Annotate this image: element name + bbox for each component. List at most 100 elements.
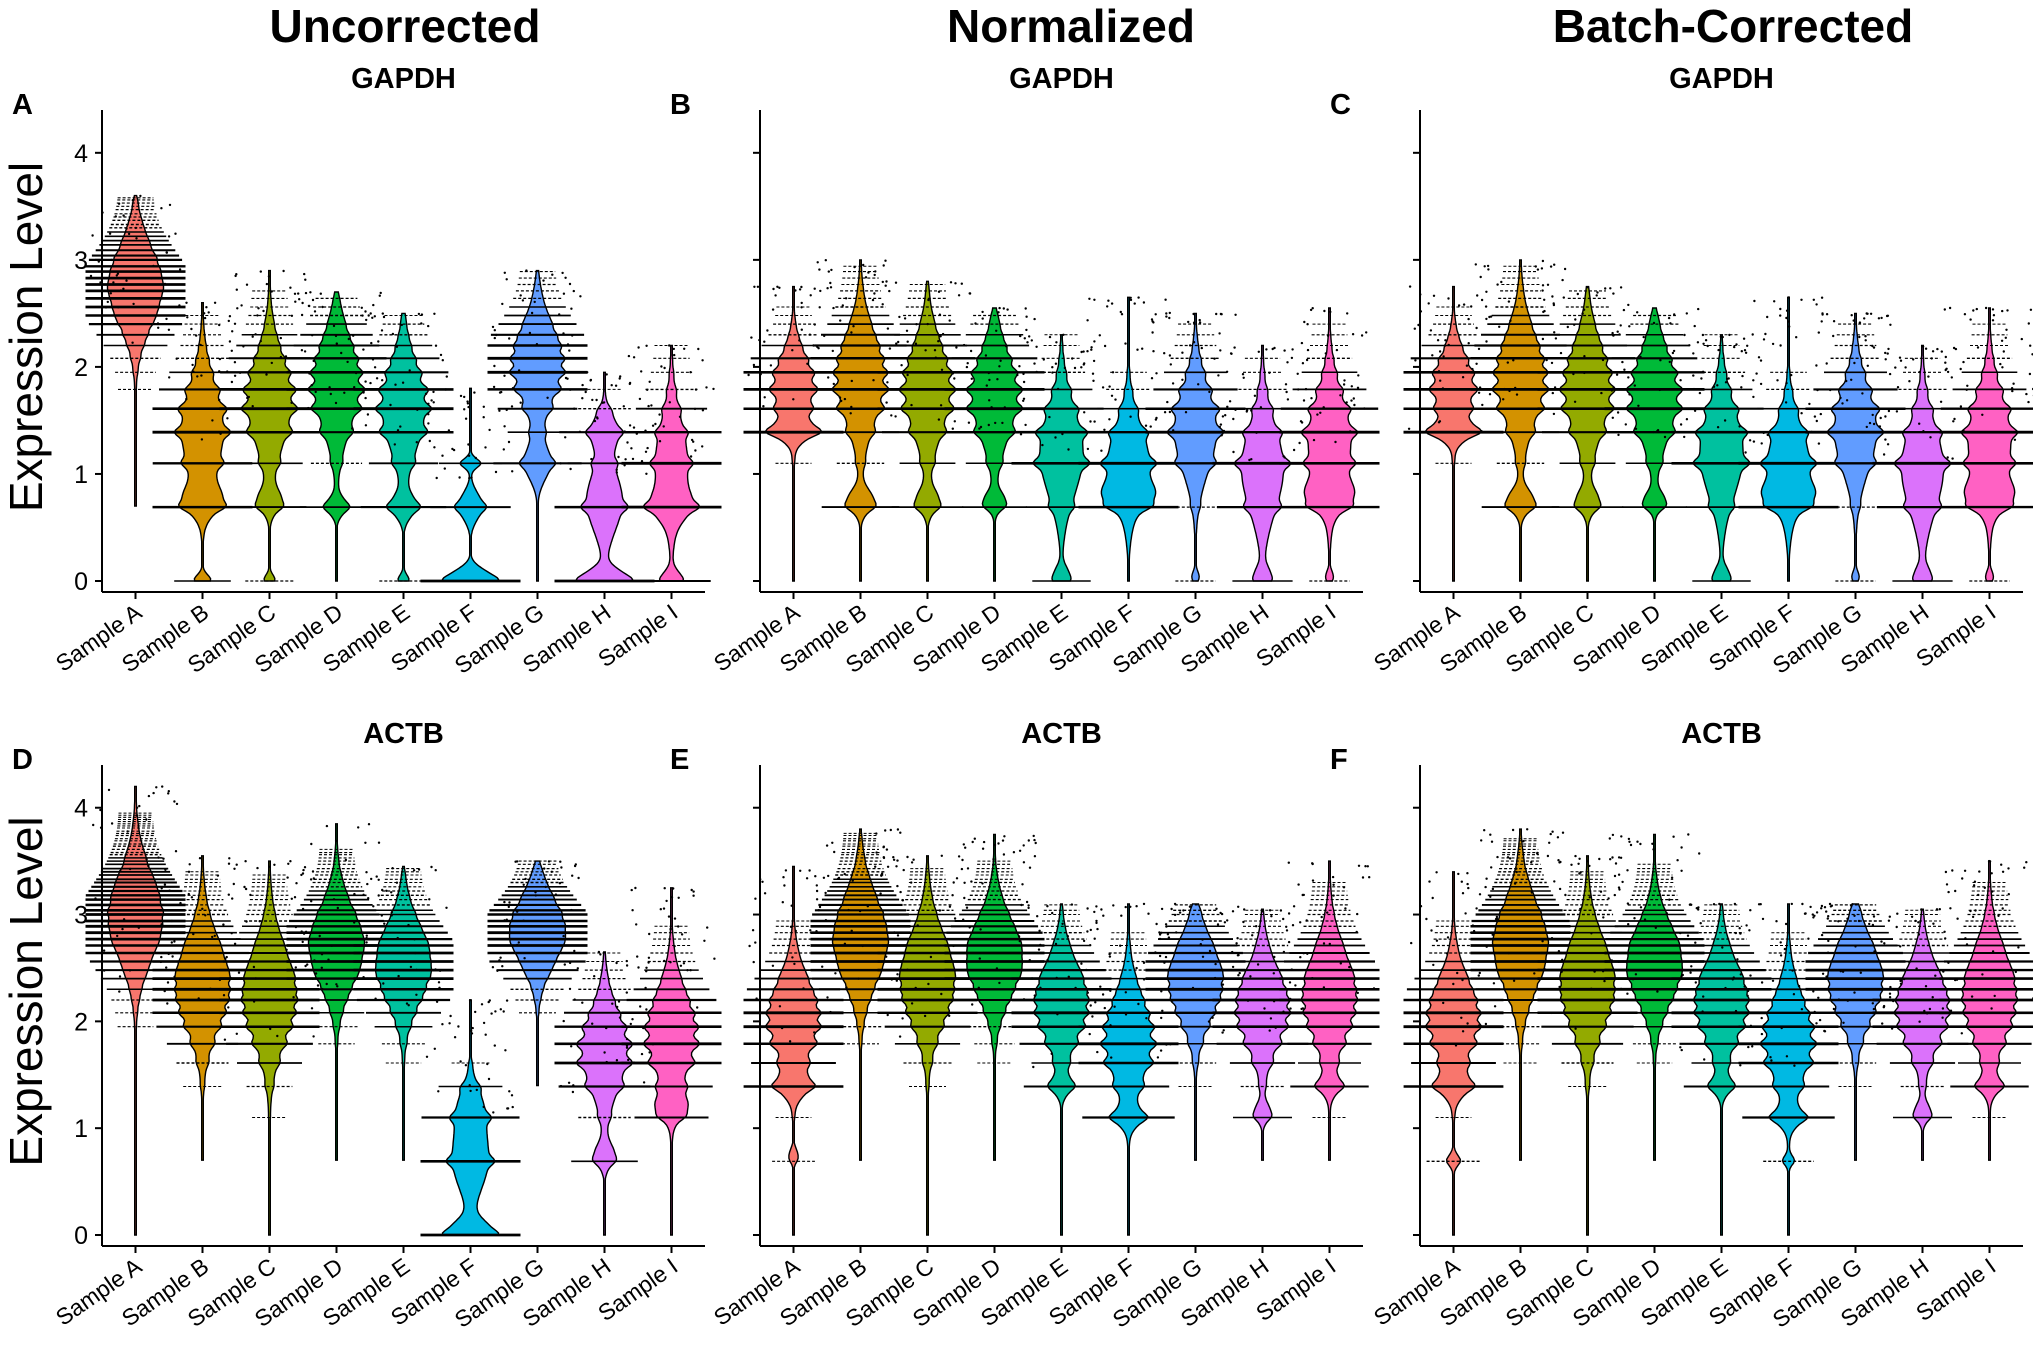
jitter-point bbox=[1973, 880, 1977, 883]
jitter-point bbox=[508, 337, 511, 340]
jitter-point bbox=[1542, 310, 1545, 314]
jitter-point bbox=[850, 929, 853, 932]
jitter-point bbox=[282, 269, 285, 273]
jitter-point bbox=[1770, 1059, 1773, 1062]
jitter-point bbox=[1564, 893, 1567, 897]
jitter-point bbox=[1601, 970, 1605, 973]
jitter-point bbox=[1250, 458, 1253, 461]
jitter-point bbox=[1093, 298, 1096, 301]
jitter-point bbox=[510, 405, 514, 408]
jitter-point bbox=[1457, 304, 1461, 307]
jitter-point bbox=[605, 1026, 608, 1030]
jitter-point bbox=[1284, 383, 1288, 386]
panel-title: ACTB bbox=[363, 718, 444, 750]
jitter-point bbox=[1744, 351, 1748, 354]
jitter-points bbox=[223, 860, 316, 1041]
jitter-point bbox=[492, 385, 496, 389]
violin-sample-b bbox=[152, 855, 253, 1161]
jitter-point bbox=[619, 375, 622, 378]
jitter-point bbox=[1549, 832, 1552, 836]
jitter-point bbox=[1766, 433, 1769, 437]
jitter-point bbox=[802, 987, 805, 990]
jitter-point bbox=[415, 968, 418, 972]
jitter-point bbox=[1971, 915, 1975, 919]
jitter-point bbox=[1103, 344, 1107, 348]
jitter-point bbox=[1704, 339, 1708, 342]
jitter-point bbox=[1785, 1055, 1789, 1058]
jitter-point bbox=[325, 982, 328, 986]
jitter-point bbox=[1812, 298, 1816, 301]
jitter-point bbox=[1611, 416, 1615, 419]
jitter-point bbox=[395, 881, 399, 884]
jitter-point bbox=[886, 381, 889, 384]
jitter-point bbox=[1784, 401, 1788, 404]
jitter-point bbox=[753, 285, 756, 288]
jitter-point bbox=[1032, 1065, 1035, 1069]
jitter-point bbox=[1868, 922, 1871, 926]
jitter-point bbox=[885, 955, 888, 958]
jitter-point bbox=[1790, 902, 1794, 906]
jitter-point bbox=[1858, 321, 1862, 324]
jitter-point bbox=[1352, 397, 1356, 400]
jitter-point bbox=[1322, 942, 1326, 945]
jitter-point bbox=[1061, 922, 1064, 925]
jitter-point bbox=[116, 934, 119, 938]
jitter-point bbox=[287, 862, 290, 865]
jitter-point bbox=[574, 863, 577, 866]
jitter-point bbox=[1287, 912, 1291, 915]
jitter-point bbox=[1780, 1026, 1783, 1030]
jitter-point bbox=[284, 355, 288, 358]
jitter-point bbox=[128, 867, 132, 871]
jitter-point bbox=[1089, 944, 1092, 947]
jitter-point bbox=[788, 1040, 792, 1043]
jitter-point bbox=[488, 999, 491, 1002]
jitter-point bbox=[235, 863, 238, 866]
jitter-point bbox=[1478, 971, 1482, 975]
jitter-point bbox=[1141, 347, 1144, 350]
jitter-point bbox=[1819, 412, 1823, 416]
jitter-point bbox=[837, 876, 841, 880]
jitter-point bbox=[1181, 378, 1184, 381]
jitter-point bbox=[1763, 1025, 1767, 1028]
jitter-point bbox=[200, 374, 203, 377]
jitter-point bbox=[1574, 1027, 1577, 1030]
point-bands bbox=[353, 868, 454, 1064]
jitter-point bbox=[1962, 360, 1965, 364]
jitter-point bbox=[211, 419, 214, 422]
jitter-point bbox=[2028, 372, 2032, 376]
jitter-point bbox=[435, 476, 438, 480]
jitter-point bbox=[409, 965, 413, 969]
jitter-point bbox=[1030, 339, 1034, 342]
jitter-point bbox=[415, 441, 418, 444]
jitter-point bbox=[200, 438, 204, 441]
jitter-point bbox=[1086, 907, 1089, 910]
jitter-point bbox=[1093, 420, 1096, 423]
jitter-point bbox=[1741, 374, 1744, 378]
violin-sample-g bbox=[487, 860, 588, 1087]
jitter-point bbox=[1221, 1031, 1224, 1034]
jitter-point bbox=[1495, 915, 1499, 919]
jitter-point bbox=[1129, 905, 1132, 908]
jitter-point bbox=[1701, 333, 1705, 337]
jitter-point bbox=[952, 881, 955, 884]
violin-sample-g bbox=[1145, 902, 1246, 1161]
jitter-point bbox=[800, 301, 803, 305]
jitter-point bbox=[1611, 331, 1614, 335]
jitter-point bbox=[1172, 429, 1175, 432]
jitter-point bbox=[1617, 856, 1621, 859]
jitter-point bbox=[393, 443, 396, 446]
jitter-point bbox=[1579, 907, 1582, 911]
jitter-point bbox=[1706, 344, 1709, 348]
jitter-point bbox=[1966, 384, 1969, 387]
jitter-point bbox=[559, 860, 562, 863]
jitter-point bbox=[235, 1032, 238, 1036]
jitter-point bbox=[427, 422, 430, 425]
jitter-point bbox=[502, 1010, 505, 1013]
jitter-point bbox=[1219, 349, 1222, 352]
jitter-point bbox=[1779, 307, 1782, 311]
jitter-point bbox=[369, 381, 372, 385]
jitter-point bbox=[1766, 315, 1769, 319]
jitter-point bbox=[1740, 386, 1743, 389]
jitter-point bbox=[1477, 974, 1481, 977]
jitter-point bbox=[336, 985, 339, 988]
